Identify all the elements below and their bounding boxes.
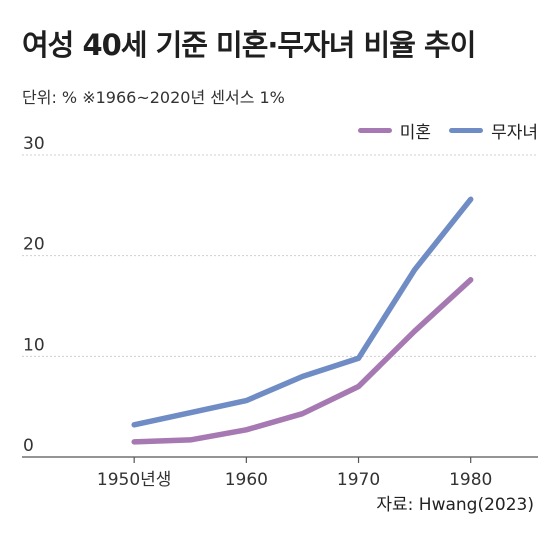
legend: 미혼 무자녀: [357, 118, 538, 143]
series-line-unmarried: [131, 277, 474, 445]
legend-swatch-childless: [449, 128, 484, 133]
x-tick-label-1970: 1970: [337, 470, 380, 490]
x-tick-label-1980: 1980: [449, 470, 492, 490]
legend-swatch-unmarried: [357, 128, 392, 133]
series-line-childless: [131, 196, 474, 428]
x-tick-label-1960: 1960: [225, 470, 268, 490]
y-tick-label-10: 10: [23, 335, 45, 355]
legend-item-unmarried: 미혼: [357, 118, 432, 143]
legend-label-unmarried: 미혼: [399, 123, 432, 143]
source-note: 자료: Hwang(2023): [376, 495, 534, 515]
y-tick-label-30: 30: [23, 134, 45, 154]
y-tick-label-20: 20: [23, 235, 45, 255]
chart-subtitle: 단위: % ※1966~2020년 센서스 1%: [22, 88, 285, 107]
y-tick-label-0: 0: [23, 436, 34, 456]
x-tick-label-1950: 1950년생: [97, 470, 172, 490]
legend-item-childless: 무자녀: [449, 118, 538, 143]
legend-label-childless: 무자녀: [491, 123, 538, 143]
chart-title: 여성 40세 기준 미혼·무자녀 비율 추이: [22, 28, 476, 62]
